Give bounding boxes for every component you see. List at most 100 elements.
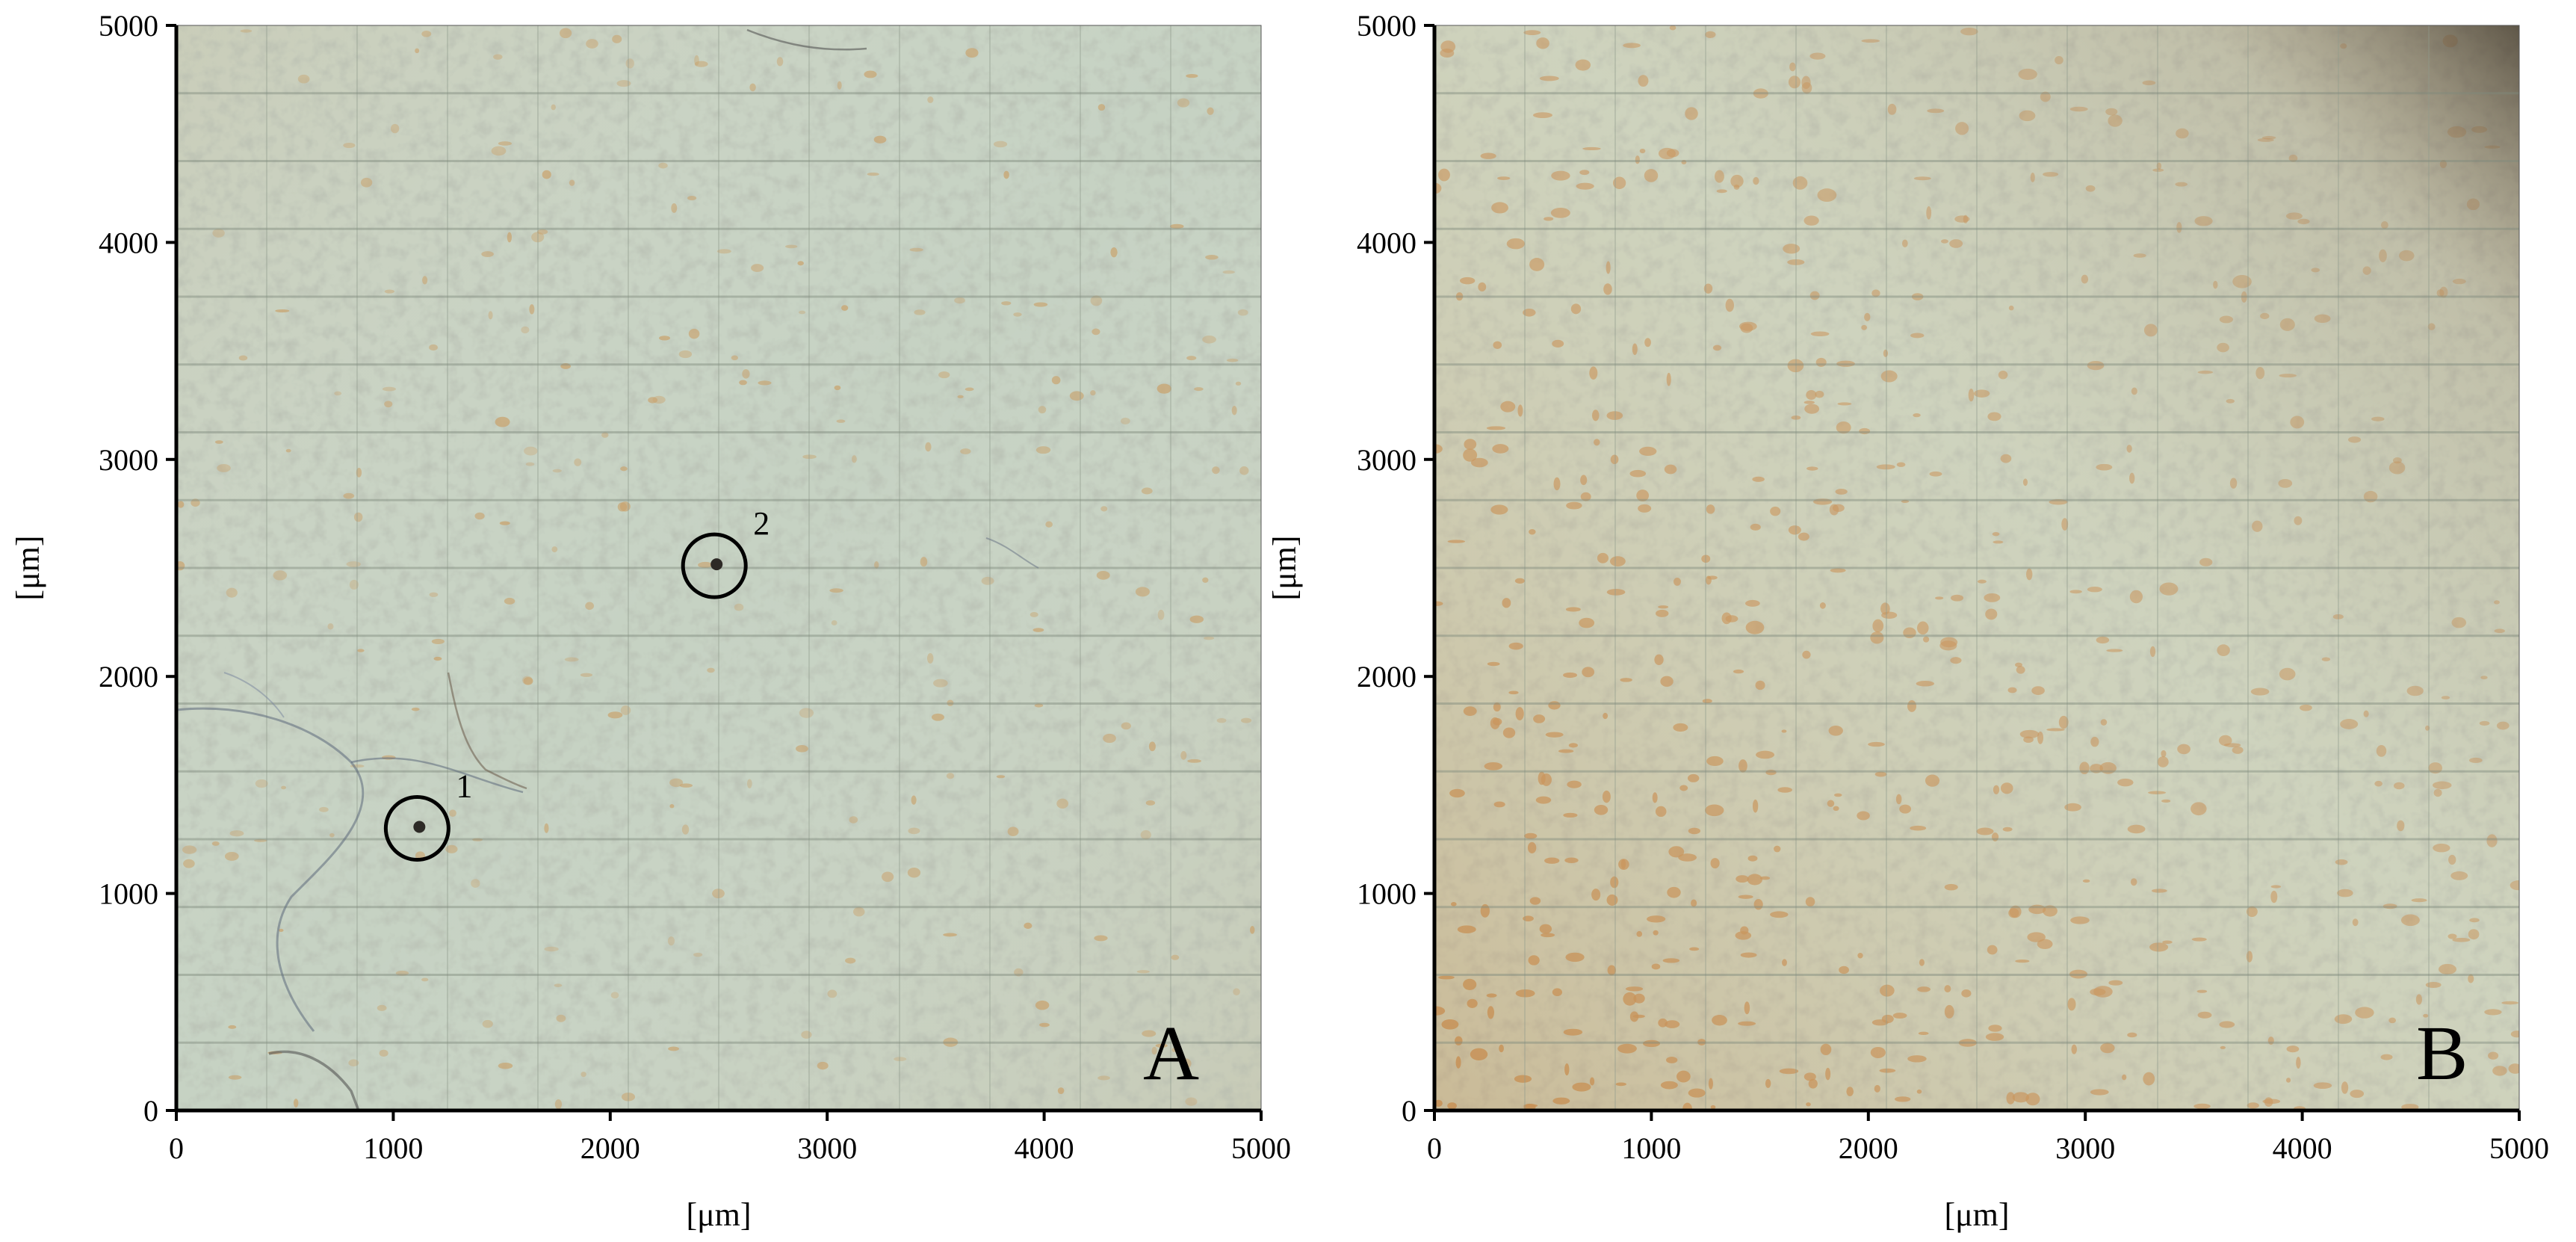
panel-b-micrograph: B <box>1434 25 2519 1110</box>
particle <box>273 570 288 581</box>
marker-label-2: 2 <box>753 505 770 542</box>
panel-b: B 0 1000 2000 3000 4000 5000 0 1000 2000 3000 4000… <box>1266 9 2549 1233</box>
particle <box>1170 223 1184 229</box>
particle <box>499 521 510 525</box>
particle <box>1237 309 1248 316</box>
particle <box>488 311 493 320</box>
particle <box>560 363 571 369</box>
particle <box>1222 270 1235 274</box>
particle <box>507 232 513 243</box>
particle <box>960 448 971 454</box>
particle <box>1033 302 1048 307</box>
particle <box>619 501 631 512</box>
particle <box>1185 1097 1198 1106</box>
x-tick-label: 2000 <box>1839 1131 1898 1165</box>
particle <box>390 123 400 134</box>
particle <box>415 48 420 54</box>
particle <box>874 561 879 569</box>
particle <box>827 989 837 998</box>
particle <box>1187 759 1202 763</box>
x-tick-label: 4000 <box>2273 1131 2332 1165</box>
particle <box>1204 636 1215 640</box>
particle <box>1103 733 1116 744</box>
particle <box>853 906 865 917</box>
particle <box>529 304 535 315</box>
particle <box>551 104 556 111</box>
particle <box>796 745 808 753</box>
particle <box>1030 611 1038 617</box>
particle <box>211 841 220 846</box>
particle <box>1032 628 1044 632</box>
particle <box>739 380 747 386</box>
particle <box>1094 935 1108 942</box>
particle <box>580 1072 586 1078</box>
particle <box>384 289 395 294</box>
particle <box>357 649 365 652</box>
particle <box>554 983 563 987</box>
particle <box>799 310 806 315</box>
particle <box>329 832 335 838</box>
particle <box>734 603 744 611</box>
panel-b-letter: B <box>2416 1010 2468 1096</box>
particle <box>556 1014 566 1022</box>
particle <box>625 58 634 69</box>
particle <box>867 172 879 176</box>
y-tick-label: 3000 <box>1357 443 1417 477</box>
particle <box>1205 255 1219 260</box>
particle <box>254 838 267 842</box>
particle <box>1171 1048 1177 1052</box>
particle <box>829 588 843 593</box>
particle <box>845 957 856 964</box>
particle <box>429 592 439 597</box>
panel-a-fibers <box>176 28 1039 1110</box>
particle <box>353 512 363 522</box>
particle <box>1014 968 1024 977</box>
particle <box>493 54 503 60</box>
particle <box>1039 1022 1050 1028</box>
particle <box>183 859 195 868</box>
particle <box>831 620 837 625</box>
particle <box>927 96 934 103</box>
y-tick-label: 0 <box>1402 1094 1417 1128</box>
particle <box>471 879 480 889</box>
particle <box>377 1004 387 1011</box>
particle <box>554 1099 563 1110</box>
particle <box>742 369 750 379</box>
particle <box>687 196 697 201</box>
particle <box>1186 356 1197 361</box>
particle <box>837 81 842 90</box>
particle <box>679 783 693 788</box>
particle <box>601 432 609 438</box>
particle <box>585 602 595 611</box>
particle <box>659 336 670 341</box>
particle <box>482 1019 493 1028</box>
particle <box>1090 390 1096 396</box>
particle <box>281 785 286 790</box>
particle <box>214 440 223 444</box>
particle <box>1090 295 1103 306</box>
particle <box>926 652 934 664</box>
y-tick-label: 4000 <box>99 226 158 259</box>
particle <box>433 656 442 661</box>
particle <box>384 401 393 408</box>
particle <box>920 557 928 567</box>
x-tick-label: 5000 <box>2489 1131 2549 1165</box>
particle <box>177 501 185 508</box>
panel-b-axes: 0 1000 2000 3000 4000 5000 0 1000 2000 3000 4000 50… <box>1266 9 2549 1233</box>
particle <box>1142 1030 1157 1037</box>
particle <box>620 705 631 715</box>
particle <box>776 57 784 67</box>
particle <box>746 779 752 788</box>
particle <box>648 397 658 404</box>
particle <box>799 708 814 718</box>
particle <box>668 1046 680 1051</box>
particle <box>279 928 284 933</box>
y-tick-label: 2000 <box>99 660 158 693</box>
particle <box>1069 391 1084 401</box>
particle <box>182 845 197 854</box>
particle <box>228 1025 237 1029</box>
particle <box>943 933 957 937</box>
particle <box>1180 751 1187 760</box>
particle <box>712 889 725 899</box>
particle <box>229 830 244 837</box>
